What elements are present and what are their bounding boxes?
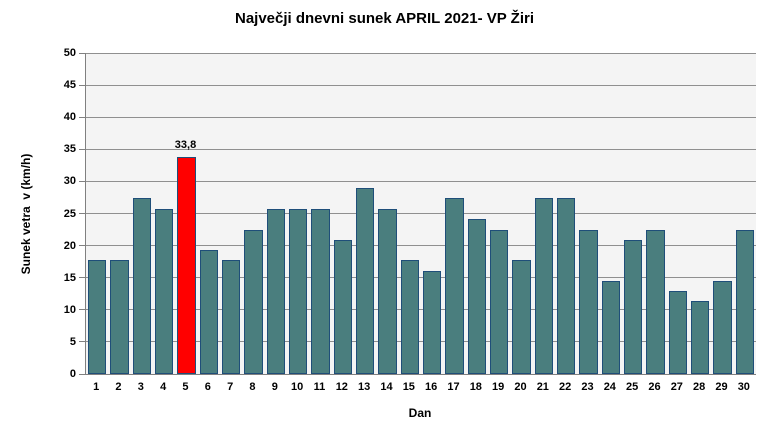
- bar-day-13: [356, 187, 375, 374]
- bar-day-6: [199, 250, 218, 374]
- gridline: [86, 277, 756, 279]
- x-tick-label: 4: [160, 381, 167, 393]
- bar-day-20: [512, 260, 531, 374]
- bar-day-15: [400, 260, 419, 374]
- x-tick-label: 20: [514, 381, 527, 393]
- bar-day-12: [333, 239, 352, 374]
- bar-day-3: [132, 198, 151, 374]
- gridline: [86, 245, 756, 247]
- y-tick-label: 10: [63, 303, 76, 316]
- y-tick-mark: [79, 52, 85, 54]
- y-tick-label: 0: [69, 368, 76, 380]
- chart-title: Največji dnevni sunek APRIL 2021- VP Žir…: [234, 10, 534, 27]
- x-tick-label: 6: [204, 381, 211, 393]
- x-tick-label: 25: [626, 381, 639, 393]
- bar-day-9: [266, 209, 285, 374]
- x-tick-label: 27: [670, 381, 683, 393]
- x-tick-label: 11: [313, 381, 326, 393]
- y-tick-mark: [79, 116, 85, 118]
- bar-day-10: [289, 209, 308, 374]
- y-tick-label: 25: [63, 207, 76, 220]
- y-tick-mark: [79, 245, 85, 247]
- x-tick-label: 13: [358, 381, 371, 393]
- bar-day-23: [579, 229, 598, 374]
- bar-day-2: [110, 260, 129, 374]
- bar-day-8: [244, 229, 263, 374]
- bar-day-4: [155, 209, 174, 374]
- y-tick-mark: [79, 213, 85, 214]
- x-tick-label: 28: [693, 381, 706, 393]
- bar-day-16: [423, 270, 442, 374]
- gridline: [86, 148, 756, 150]
- x-tick-label: 21: [536, 381, 549, 393]
- x-tick-label: 14: [380, 381, 393, 393]
- y-tick-label: 50: [63, 47, 76, 59]
- bar-day-5: [177, 157, 196, 374]
- x-tick-label: 19: [492, 381, 505, 393]
- y-tick-label: 30: [63, 175, 76, 188]
- gridline: [86, 180, 756, 182]
- y-tick-label: 35: [63, 143, 76, 156]
- y-tick-label: 5: [69, 335, 76, 348]
- gridline: [86, 52, 756, 54]
- bar-day-1: [88, 260, 107, 374]
- bar-day-21: [534, 198, 553, 374]
- x-tick-label: 23: [581, 381, 594, 393]
- x-tick-label: 5: [182, 381, 189, 393]
- x-tick-label: 10: [291, 381, 304, 393]
- gridline: [86, 213, 756, 214]
- y-tick-mark: [79, 373, 85, 375]
- x-tick-label: 24: [603, 381, 616, 393]
- y-tick-mark: [79, 180, 85, 182]
- bar-day-22: [557, 198, 576, 374]
- x-tick-label: 29: [715, 381, 728, 393]
- y-tick-label: 15: [63, 271, 76, 284]
- bar-day-17: [445, 198, 464, 374]
- x-tick-label: 30: [737, 381, 750, 393]
- x-tick-label: 9: [271, 381, 278, 393]
- bar-day-26: [646, 229, 665, 374]
- gridline: [86, 341, 756, 343]
- bar-day-19: [490, 229, 509, 374]
- bar-day-30: [735, 229, 754, 374]
- x-tick-label: 15: [402, 381, 415, 393]
- plot-area: [85, 52, 756, 375]
- bar-day-24: [601, 280, 620, 374]
- gridline: [86, 84, 756, 86]
- x-tick-label: 1: [93, 381, 100, 393]
- bar-day-28: [691, 301, 710, 374]
- x-tick-label: 17: [447, 381, 460, 393]
- gridline: [86, 309, 756, 311]
- y-axis-title: Sunek vetra v (km/h): [19, 153, 33, 275]
- x-tick-label: 7: [227, 381, 234, 393]
- x-tick-label: 18: [469, 381, 482, 393]
- y-tick-mark: [79, 277, 85, 279]
- bar-day-11: [311, 209, 330, 374]
- y-tick-mark: [79, 309, 85, 311]
- bar-day-27: [668, 291, 687, 374]
- y-tick-mark: [79, 148, 85, 150]
- y-tick-label: 45: [63, 79, 76, 92]
- bar-day-25: [624, 239, 643, 374]
- y-tick-mark: [79, 84, 85, 86]
- bar-day-29: [713, 280, 732, 374]
- bar-day-14: [378, 209, 397, 374]
- x-tick-label: 8: [249, 381, 256, 393]
- x-tick-label: 16: [425, 381, 438, 393]
- x-tick-label: 22: [559, 381, 572, 393]
- bar-day-18: [467, 219, 486, 374]
- x-axis-title: Dan: [408, 406, 432, 420]
- y-tick-label: 40: [63, 111, 76, 124]
- x-tick-label: 26: [648, 381, 661, 393]
- gridline: [86, 116, 756, 118]
- y-tick-mark: [79, 341, 85, 343]
- bar-day-7: [222, 260, 241, 374]
- bar-value-label: 33,8: [174, 139, 197, 151]
- x-tick-label: 12: [335, 381, 348, 393]
- x-tick-label: 2: [115, 381, 122, 393]
- y-tick-label: 20: [63, 239, 76, 252]
- x-tick-label: 3: [137, 381, 144, 393]
